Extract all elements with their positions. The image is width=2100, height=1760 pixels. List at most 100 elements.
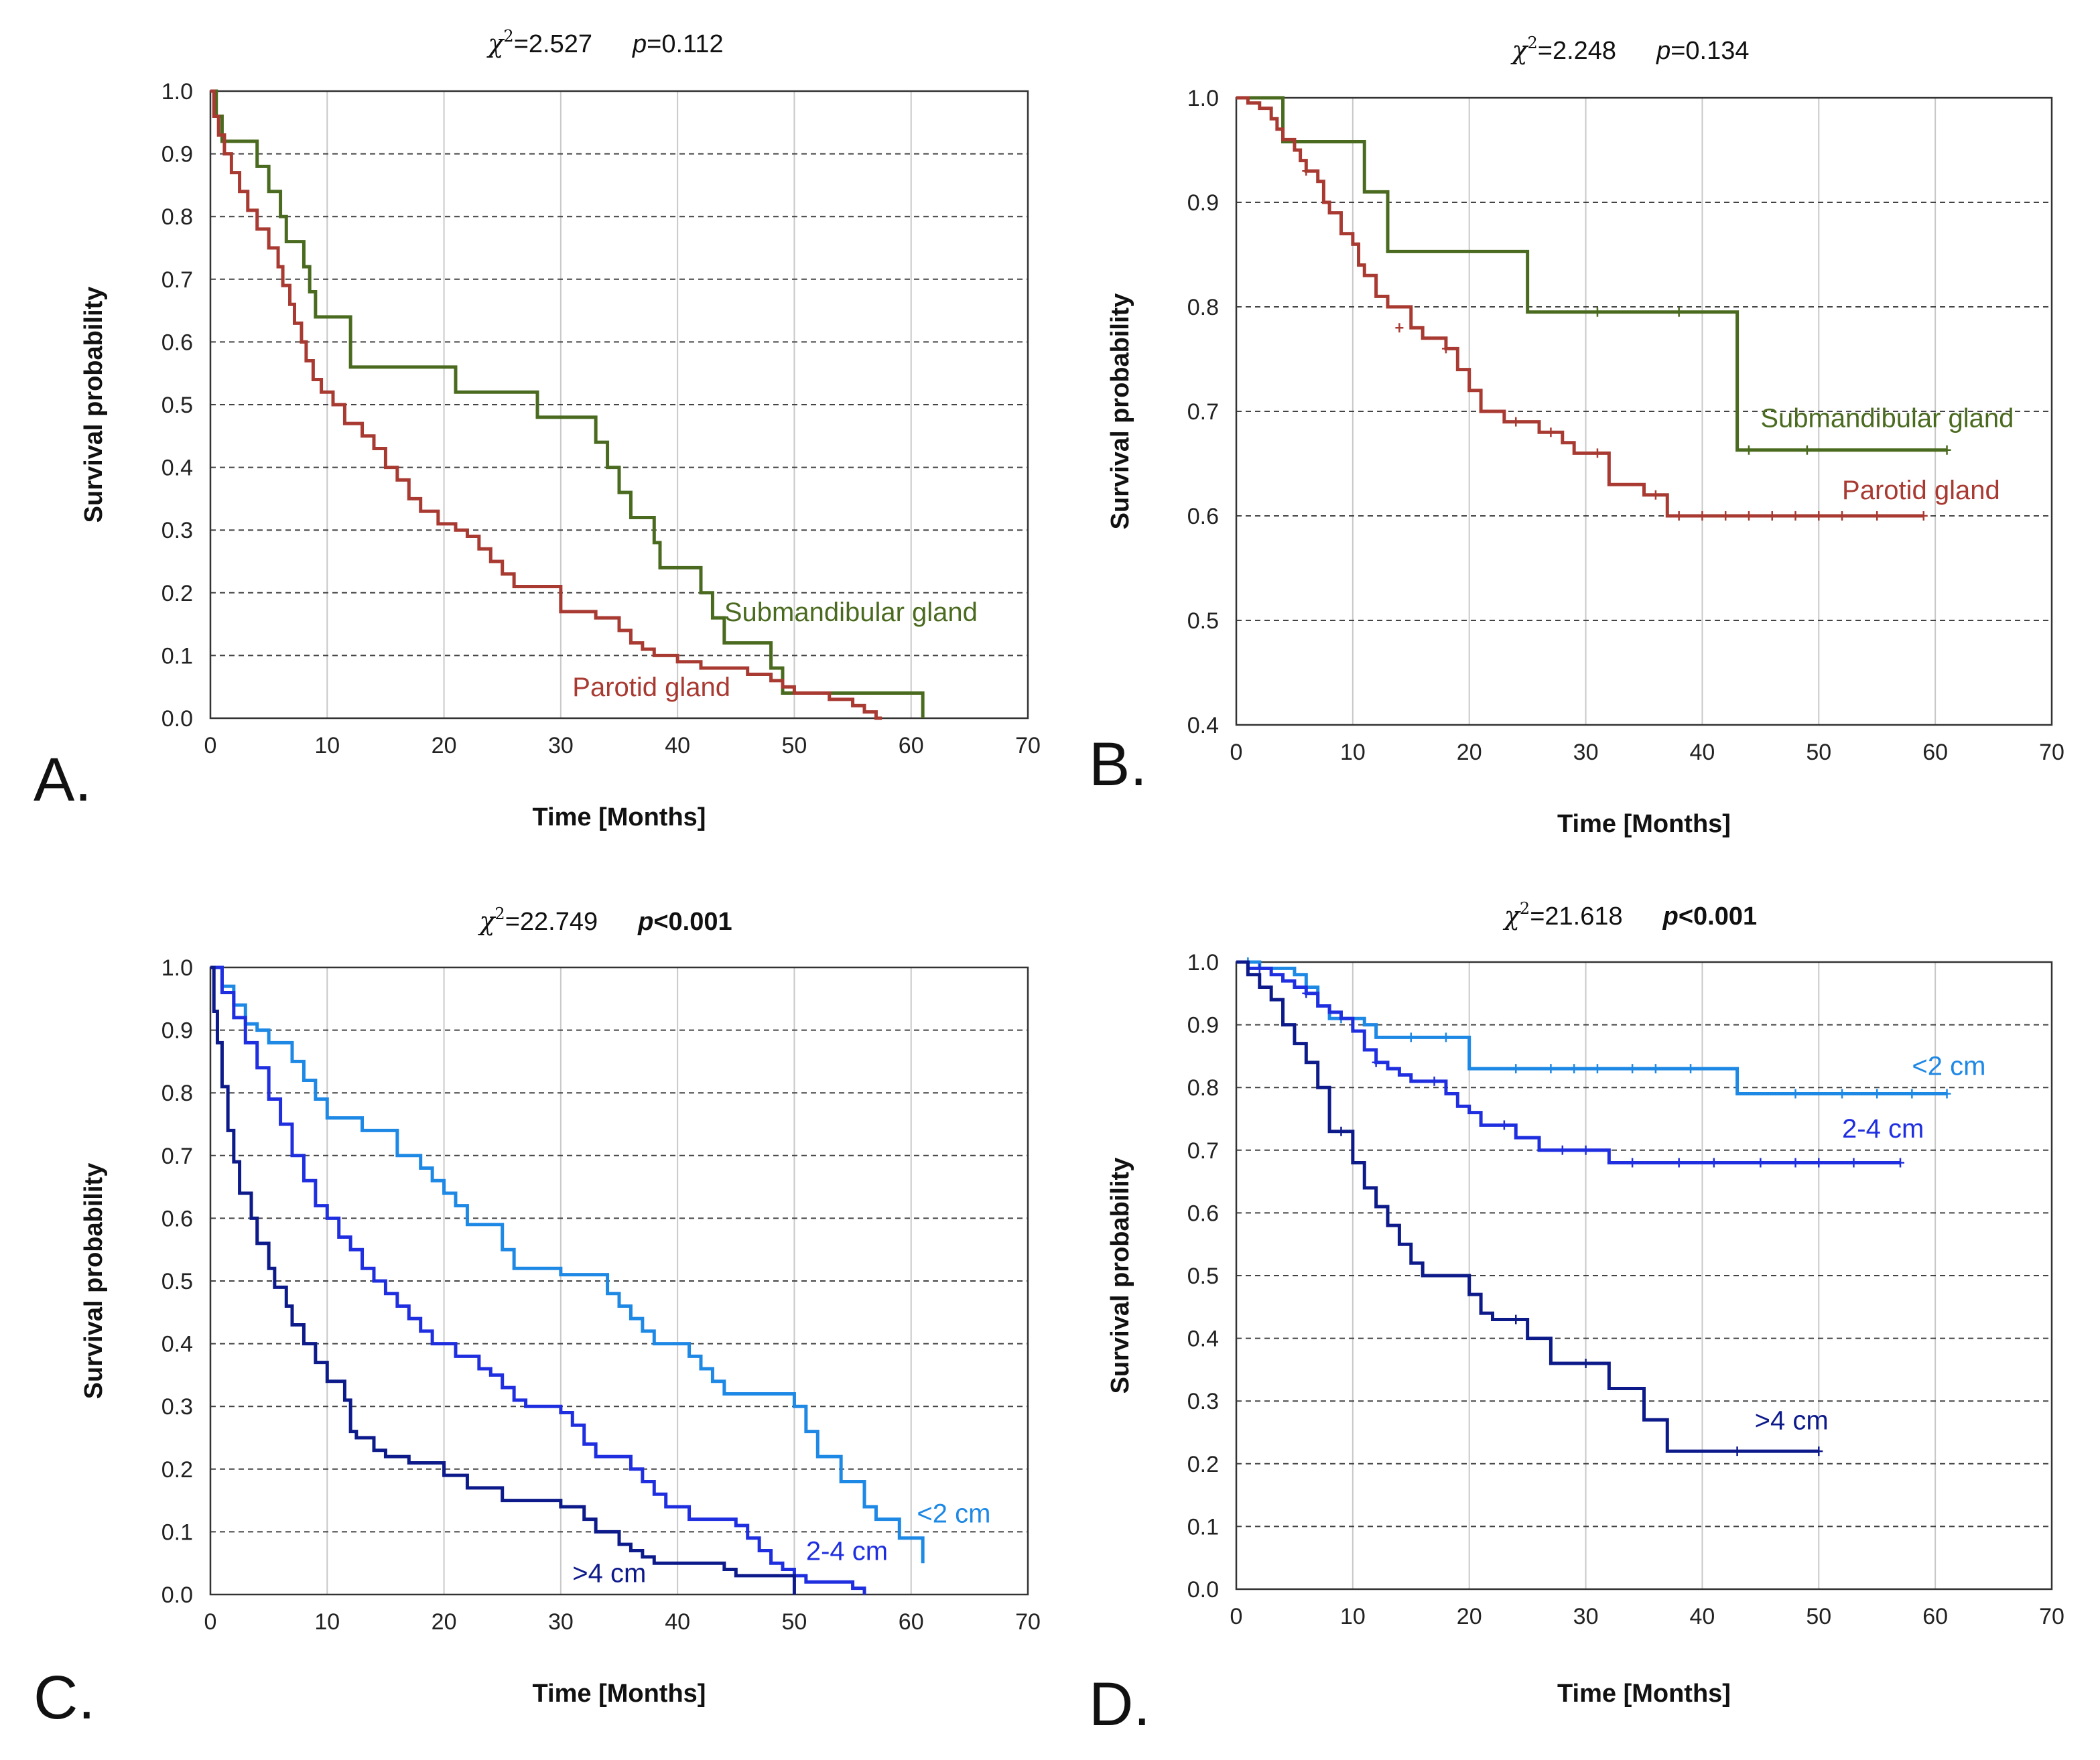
censor-mark	[1815, 511, 1823, 521]
x-tick-label: 50	[1806, 740, 1831, 765]
p-symbol: p	[632, 30, 647, 58]
censor-mark	[1873, 511, 1882, 521]
y-tick-label: 0.4	[161, 1332, 193, 1357]
p-value: <0.001	[653, 908, 732, 936]
y-tick-label: 0.2	[1187, 1452, 1219, 1477]
censor-mark	[1709, 1158, 1718, 1168]
y-tick-label: 0.5	[1187, 1264, 1219, 1289]
censor-mark	[1593, 307, 1601, 317]
censor-mark	[1756, 1158, 1765, 1168]
panel-c: 0 10 20 30 40 50 60 70 0.0 0.1 0.2 0.3 0.4 0.5 0.6 0.7 0…	[34, 904, 1041, 1732]
censor-mark	[1441, 1032, 1450, 1042]
censor-mark	[1372, 1057, 1380, 1067]
series-label-2-4-cm: 2-4 cm	[806, 1537, 888, 1566]
censor-mark	[1919, 511, 1928, 521]
series-label-parotid-gland: Parotid gland	[572, 673, 730, 702]
y-tick-label: 0.2	[161, 581, 193, 606]
plot-frame	[1235, 96, 2053, 726]
chi-value: =22.749	[505, 908, 598, 936]
y-tick-label: 0.6	[161, 330, 193, 355]
censor-mark	[1733, 1446, 1742, 1457]
y-tick-label: 0.3	[1187, 1389, 1219, 1414]
chi-value: =21.618	[1530, 902, 1622, 931]
x-tick-label: 40	[665, 733, 690, 758]
censor-mark	[1570, 1064, 1579, 1074]
x-tick-label: 10	[1340, 740, 1366, 765]
censor-mark	[1943, 445, 1951, 455]
y-tick-label: 0.3	[161, 1394, 193, 1420]
x-axis-title: Time [Months]	[1557, 1680, 1731, 1708]
censor-mark	[1791, 1089, 1800, 1099]
x-tick-label: 60	[899, 733, 924, 758]
chi-symbol: χ	[477, 906, 496, 936]
y-tick-label: 0.8	[1187, 1075, 1219, 1101]
y-tick-label: 0.1	[1187, 1514, 1219, 1540]
p-symbol: p	[637, 908, 653, 936]
series-label-submandibular-gland: Submandibular gland	[1760, 403, 2014, 433]
chi-superscript: 2	[1520, 899, 1530, 918]
x-tick-label: 20	[1457, 740, 1482, 765]
survival-curve-submandibular-gland	[210, 89, 925, 718]
x-tick-label: 20	[1457, 1604, 1482, 1629]
x-tick-label: 40	[665, 1609, 690, 1635]
censor-mark	[1687, 1064, 1695, 1074]
censor-mark	[1849, 1158, 1858, 1168]
y-tick-label: 0.9	[1187, 190, 1219, 216]
survival-curve-2-cm	[1236, 960, 1947, 1096]
x-tick-label: 0	[204, 733, 217, 758]
chi-symbol: χ	[1510, 36, 1528, 65]
x-tick-label: 70	[1015, 1609, 1041, 1635]
y-tick-label: 0.7	[1187, 399, 1219, 425]
panel-a: 0 10 20 30 40 50 60 70 0.0 0.1 0.2 0.3 0.4 0.5 0.6 0.7 0…	[34, 27, 1041, 831]
survival-curve-2-4-cm	[210, 965, 866, 1595]
x-tick-label: 0	[204, 1609, 217, 1635]
y-tick-label: 0.5	[161, 1269, 193, 1294]
censor-mark	[1896, 1158, 1904, 1168]
x-tick-label: 50	[1806, 1604, 1831, 1629]
censor-mark	[1873, 1089, 1882, 1099]
series-label-2-cm: <2 cm	[917, 1499, 990, 1528]
statistics-label: χ2=2.527 p=0.112	[486, 27, 723, 58]
censor-mark	[1302, 166, 1311, 176]
chi-value: =2.527	[514, 30, 592, 58]
censor-mark	[1908, 1089, 1916, 1099]
survival-curve-4-cm	[1236, 960, 1819, 1453]
x-tick-label: 10	[314, 733, 340, 758]
y-tick-label: 0.9	[161, 142, 193, 167]
p-value: =0.134	[1670, 37, 1749, 65]
censor-mark	[1581, 1359, 1590, 1369]
panel-d: 0 10 20 30 40 50 60 70 0.0 0.1 0.2 0.3 0.4 0.5 0.6 0.7 0…	[1089, 899, 2064, 1739]
p-value: =0.112	[647, 30, 723, 58]
y-tick-label: 0.8	[161, 1081, 193, 1106]
censor-mark	[1406, 1032, 1415, 1042]
y-tick-label: 0.5	[161, 393, 193, 418]
plot-frame	[209, 966, 1029, 1596]
y-tick-label: 1.0	[161, 79, 193, 105]
plot-frame	[209, 90, 1029, 720]
censor-mark	[1721, 511, 1730, 521]
censor-mark	[1302, 988, 1311, 998]
series-label-4-cm: >4 cm	[572, 1558, 646, 1588]
y-tick-label: 1.0	[161, 955, 193, 981]
censor-mark	[1593, 1064, 1601, 1074]
y-tick-label: 0.8	[1187, 295, 1219, 320]
survival-curve-parotid-gland	[1236, 96, 1924, 518]
y-tick-label: 0.9	[1187, 1013, 1219, 1038]
censor-mark	[1430, 1076, 1439, 1086]
censor-mark	[1791, 511, 1800, 521]
x-tick-label: 60	[1922, 1604, 1948, 1629]
x-tick-label: 70	[2039, 1604, 2064, 1629]
series-label-2-cm: <2 cm	[1912, 1051, 1985, 1081]
x-tick-label: 70	[1015, 733, 1041, 758]
chi-value: =2.248	[1538, 37, 1616, 65]
censor-mark	[1744, 445, 1753, 455]
p-value: <0.001	[1679, 902, 1757, 931]
p-symbol: p	[1656, 37, 1670, 65]
x-tick-label: 30	[1573, 740, 1599, 765]
x-tick-label: 70	[2039, 740, 2064, 765]
x-tick-label: 40	[1690, 740, 1715, 765]
plot-frame	[1235, 961, 2053, 1590]
y-tick-label: 0.4	[1187, 713, 1219, 738]
p-symbol: p	[1662, 902, 1679, 931]
x-tick-label: 30	[548, 733, 574, 758]
